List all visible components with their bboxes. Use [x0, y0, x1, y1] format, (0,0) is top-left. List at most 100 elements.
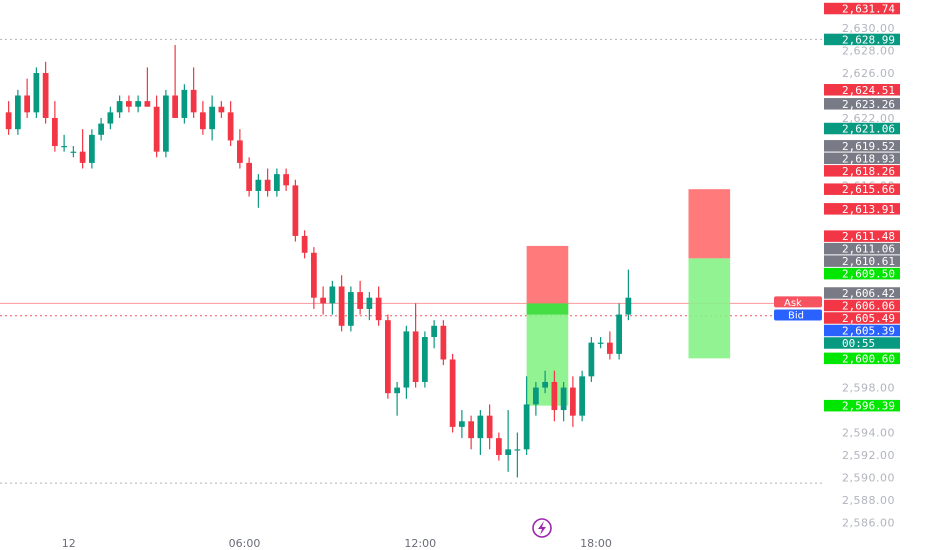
price-tag: 2,610.61	[824, 255, 900, 268]
candle-body	[560, 387, 567, 411]
candle	[52, 101, 58, 152]
position-1-stop-zone[interactable]	[526, 245, 569, 304]
time-axis[interactable]: 12 06:00 12:00 18:00	[62, 537, 612, 550]
price-tag-text: 2,606.42	[842, 287, 895, 300]
candle-body	[449, 359, 456, 427]
candle	[70, 146, 77, 158]
candle	[42, 61, 49, 124]
candle	[523, 376, 530, 455]
candle	[33, 67, 40, 118]
position-2-target-zone[interactable]	[688, 258, 731, 359]
candle-body	[107, 112, 114, 124]
price-tag-bg	[824, 267, 900, 280]
price-axis[interactable]: 2,630.002,628.002,626.002,622.002,616.00…	[842, 22, 895, 529]
candle	[144, 67, 151, 107]
price-tag-text: 2,624.51	[842, 84, 895, 97]
candle	[200, 101, 206, 135]
candle	[98, 117, 104, 141]
candle-body	[33, 73, 40, 113]
candle-body	[431, 325, 437, 338]
price-tag: 2,628.99	[824, 33, 900, 46]
candle	[311, 247, 317, 309]
candle-body	[412, 331, 419, 382]
price-tag-text: 2,623.26	[842, 98, 895, 111]
candle	[172, 44, 178, 118]
candle	[237, 129, 243, 169]
time-tick-label: 06:00	[229, 537, 261, 550]
price-tags: 2,631.74 2,628.99 2,624.512,623.26 2,621.06…	[774, 3, 900, 413]
candle-body	[459, 421, 465, 427]
price-tag-text: 2,596.39	[842, 400, 895, 413]
candle-body	[283, 174, 289, 186]
candle	[24, 78, 30, 118]
price-tick-label: 2,630.00	[842, 22, 895, 35]
position-1-entry-band	[526, 303, 569, 315]
price-tick-label: 2,594.00	[842, 427, 895, 440]
candle	[246, 157, 252, 197]
reference-lines	[0, 38, 822, 484]
candle-body	[523, 404, 530, 450]
candle	[264, 168, 271, 197]
position-2-stop-zone[interactable]	[688, 189, 731, 259]
lightning-icon[interactable]	[532, 518, 552, 538]
candle-body	[274, 174, 280, 191]
candle	[218, 101, 225, 118]
candle	[15, 89, 21, 135]
candle	[255, 174, 262, 208]
price-tag-bg	[824, 84, 900, 96]
price-tag-bg	[824, 337, 900, 349]
price-tag-bg	[824, 255, 900, 267]
candle	[422, 331, 428, 388]
price-tag: 2,605.39	[824, 324, 900, 337]
candle-body	[597, 342, 604, 344]
price-tag-text: 2,618.26	[842, 165, 895, 178]
price-tick-label: 2,586.00	[842, 516, 895, 529]
candle	[597, 337, 604, 349]
candle-body	[209, 106, 215, 130]
candle-body	[486, 415, 493, 439]
candle-body	[514, 449, 521, 451]
candle	[348, 286, 354, 332]
candle-body	[200, 112, 206, 130]
candle	[320, 286, 326, 315]
candle-body	[218, 106, 225, 113]
candle-body	[172, 95, 178, 118]
price-tag: 2,618.26	[824, 165, 900, 178]
candle	[375, 286, 382, 326]
price-tag-bg	[824, 299, 900, 312]
price-tick-label: 2,628.00	[842, 45, 895, 58]
price-tag: 2,624.51	[824, 84, 900, 97]
candle	[551, 370, 558, 422]
candle-body	[366, 297, 373, 309]
price-tag: 2,611.48	[824, 230, 900, 243]
ask-label-text: Ask	[784, 298, 802, 309]
candle	[163, 89, 169, 158]
ask-label-bg	[774, 296, 822, 308]
ask-label: Ask	[774, 296, 822, 309]
candle	[505, 410, 511, 472]
candle	[579, 370, 585, 422]
candle	[625, 269, 632, 321]
candle-body	[227, 112, 234, 141]
candle	[283, 168, 289, 191]
price-tick-label: 2,592.00	[842, 449, 895, 462]
price-tag: 00:55	[824, 337, 900, 350]
price-tag-text: 2,605.39	[842, 324, 895, 337]
candle-body	[468, 421, 474, 439]
time-tick-label: 12:00	[404, 537, 436, 550]
price-tag-bg	[824, 324, 900, 337]
candle	[89, 129, 95, 169]
candle-body	[190, 89, 197, 113]
candle-body	[394, 387, 400, 394]
candle	[79, 129, 86, 169]
price-tag-bg	[824, 203, 900, 215]
candle	[449, 353, 456, 433]
price-tag: 2,609.50	[824, 268, 900, 281]
price-tag-bg	[824, 312, 900, 324]
price-tick-label: 2,622.00	[842, 112, 895, 125]
candle-body	[116, 101, 123, 113]
price-tag-text: 2,610.61	[842, 255, 895, 268]
candle-body	[61, 146, 67, 148]
candle	[477, 410, 484, 455]
